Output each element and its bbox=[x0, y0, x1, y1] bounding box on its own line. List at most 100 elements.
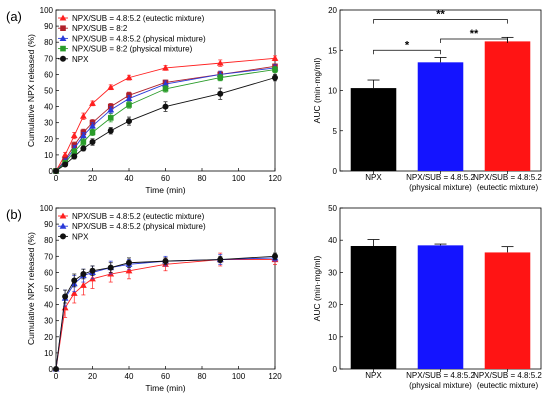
data-point bbox=[162, 64, 169, 71]
data-point bbox=[89, 139, 96, 146]
data-point bbox=[53, 366, 59, 372]
data-point bbox=[71, 148, 78, 155]
legend-marker bbox=[59, 222, 67, 229]
auc-chart-b: 0 10 20 30 40 50 AUC (min·mg/ml) NPX NPX/SUB = 4… bbox=[312, 204, 542, 390]
y-tick-label: 40 bbox=[328, 236, 337, 245]
y-tick-label: 100 bbox=[40, 204, 54, 213]
data-point bbox=[272, 66, 278, 73]
x-tick-label: 60 bbox=[161, 372, 170, 381]
data-point bbox=[107, 115, 114, 121]
y-tick-label: 0 bbox=[49, 365, 54, 374]
legend-marker bbox=[59, 14, 67, 21]
x-tick-label: 0 bbox=[54, 372, 59, 381]
x-tick-label: 80 bbox=[198, 372, 207, 381]
data-point bbox=[162, 86, 169, 92]
y-tick-label: 30 bbox=[328, 268, 337, 277]
x-tick-label: 40 bbox=[125, 372, 134, 381]
significance-label: ** bbox=[470, 28, 479, 40]
legend-label: NPX/SUB = 4.8:5.2 (eutectic mixture) bbox=[72, 212, 205, 221]
y-tick-label: 15 bbox=[328, 46, 337, 55]
y-tick-label: 90 bbox=[44, 220, 53, 229]
y-tick-label: 90 bbox=[44, 22, 53, 31]
y-axis-label: AUC (min·mg/ml) bbox=[312, 58, 322, 124]
y-tick-label: 80 bbox=[44, 38, 53, 47]
legend-marker bbox=[60, 45, 66, 52]
y-tick-label: 40 bbox=[44, 103, 53, 112]
category-label: NPX bbox=[365, 173, 382, 182]
series-line bbox=[55, 67, 276, 172]
plot-frame bbox=[55, 207, 276, 370]
x-tick-label: 60 bbox=[161, 174, 170, 183]
x-tick-label: 40 bbox=[125, 174, 134, 183]
data-point bbox=[217, 90, 224, 97]
y-tick-label: 5 bbox=[333, 127, 338, 136]
data-point bbox=[125, 95, 133, 102]
category-label: NPX/SUB = 4.8:5.2 bbox=[473, 371, 542, 380]
bar bbox=[484, 252, 531, 369]
release-chart-b: 0 10 20 30 40 50 60 70 80 90 100 0 20 40 60 80 100 120 Tim… bbox=[26, 204, 282, 393]
significance-bracket bbox=[373, 19, 508, 24]
data-point bbox=[61, 151, 69, 158]
category-label: NPX/SUB = 4.8:5.2 bbox=[406, 371, 475, 380]
y-tick-label: 60 bbox=[44, 268, 53, 277]
x-tick-label: 20 bbox=[88, 372, 97, 381]
legend-label: NPX/SUB = 8:2 (physical mixture) bbox=[72, 45, 193, 54]
data-point bbox=[162, 103, 169, 110]
series-line bbox=[55, 57, 276, 172]
data-point bbox=[89, 129, 96, 136]
category-label: NPX bbox=[365, 371, 382, 380]
data-point bbox=[126, 102, 132, 108]
data-point bbox=[89, 122, 96, 129]
bar bbox=[350, 88, 397, 171]
y-tick-label: 10 bbox=[328, 333, 337, 342]
y-tick-label: 80 bbox=[44, 236, 53, 245]
data-point bbox=[89, 99, 96, 106]
data-point bbox=[62, 293, 69, 300]
series-line bbox=[55, 65, 276, 172]
series-line bbox=[55, 77, 276, 172]
legend-marker bbox=[59, 35, 67, 41]
significance-label: * bbox=[405, 39, 410, 51]
y-tick-label: 50 bbox=[44, 285, 53, 294]
data-point bbox=[70, 132, 78, 139]
y-axis-label: Cumulative NPX released (%) bbox=[26, 232, 36, 345]
x-tick-label: 80 bbox=[198, 174, 207, 183]
bar bbox=[350, 245, 397, 369]
legend-marker bbox=[60, 55, 66, 62]
y-tick-label: 70 bbox=[44, 252, 53, 261]
data-point bbox=[162, 80, 169, 87]
legend-label: NPX/SUB = 4.8:5.2 (eutectic mixture) bbox=[72, 14, 205, 23]
data-point bbox=[107, 106, 115, 113]
panel-label-a: (a) bbox=[6, 9, 22, 24]
x-tick-label: 20 bbox=[88, 174, 97, 183]
y-axis-label: AUC (min·mg/ml) bbox=[312, 256, 322, 322]
data-point bbox=[80, 139, 87, 145]
data-point bbox=[79, 112, 87, 119]
x-tick-label: 100 bbox=[232, 372, 246, 381]
legend-label: NPX/SUB = 4.8:5.2 (physical mixture) bbox=[72, 222, 206, 231]
data-point bbox=[126, 259, 132, 266]
y-tick-label: 50 bbox=[44, 87, 53, 96]
y-tick-label: 10 bbox=[328, 87, 337, 96]
bar bbox=[484, 41, 531, 171]
data-point bbox=[126, 118, 132, 125]
bar bbox=[417, 62, 464, 172]
data-point bbox=[80, 145, 87, 152]
y-tick-label: 0 bbox=[333, 365, 338, 374]
y-tick-label: 20 bbox=[328, 301, 337, 310]
release-chart-a: 0 10 20 30 40 50 60 70 80 90 100 0 20 40 60 80 100 120 Tim… bbox=[26, 6, 282, 195]
y-tick-label: 20 bbox=[328, 6, 337, 15]
category-label: (eutectic mixture) bbox=[477, 183, 539, 192]
data-point bbox=[125, 74, 133, 81]
y-tick-label: 20 bbox=[44, 135, 53, 144]
y-tick-label: 30 bbox=[44, 317, 53, 326]
x-tick-label: 120 bbox=[268, 372, 282, 381]
y-tick-label: 40 bbox=[44, 301, 53, 310]
x-axis-label: Time (min) bbox=[145, 185, 185, 195]
data-point bbox=[62, 161, 69, 168]
y-tick-label: 50 bbox=[328, 204, 337, 213]
y-tick-label: 10 bbox=[44, 349, 53, 358]
x-tick-label: 120 bbox=[268, 174, 282, 183]
category-label: (eutectic mixture) bbox=[477, 381, 539, 390]
